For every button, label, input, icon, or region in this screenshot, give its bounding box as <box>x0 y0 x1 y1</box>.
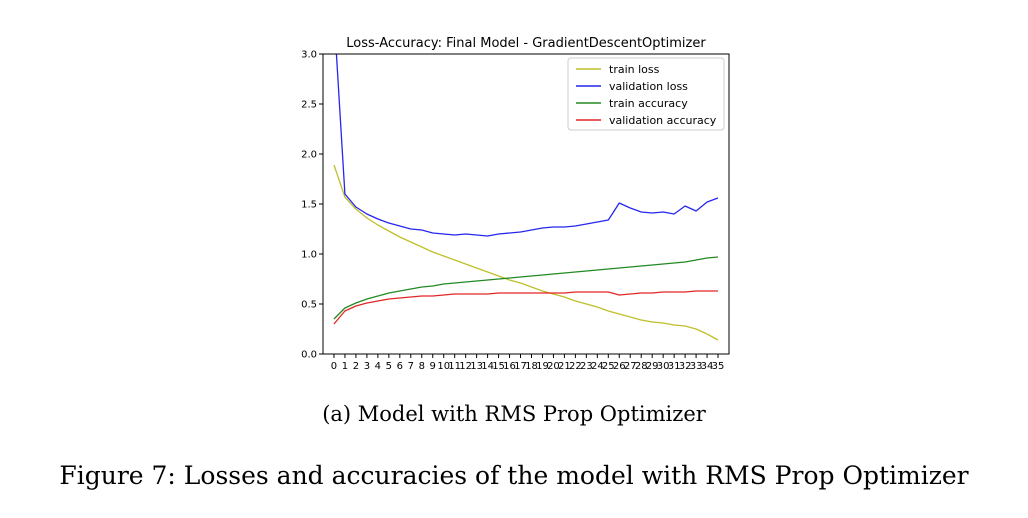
series-line-1 <box>335 54 719 237</box>
x-tick-label: 17 <box>514 361 527 372</box>
y-tick-label: 2.5 <box>301 100 317 111</box>
x-tick-label: 21 <box>558 361 571 372</box>
series-line-0 <box>333 164 719 341</box>
legend-label: validation loss <box>609 80 688 93</box>
x-tick-label: 24 <box>591 361 604 372</box>
plot-frame <box>322 53 730 355</box>
legend: train loss validation loss train accuracy v… <box>567 57 725 131</box>
x-tick-label: 29 <box>646 361 659 372</box>
x-tick-label: 33 <box>690 361 703 372</box>
y-tick-label: 2.0 <box>301 150 317 161</box>
x-tick-label: 26 <box>613 361 626 372</box>
x-tick-label: 32 <box>679 361 692 372</box>
x-tick-label: 18 <box>525 361 538 372</box>
x-tick-label: 0 <box>331 361 337 372</box>
x-tick-label: 5 <box>386 361 392 372</box>
series-line-2 <box>333 256 719 320</box>
x-tick-label: 7 <box>408 361 414 372</box>
y-tick-label: 3.0 <box>301 50 317 61</box>
x-tick-label: 11 <box>448 361 461 372</box>
x-tick-label: 28 <box>635 361 648 372</box>
x-tick-label: 19 <box>536 361 549 372</box>
legend-label: validation accuracy <box>609 114 717 127</box>
x-tick-label: 23 <box>580 361 593 372</box>
x-tick-label: 2 <box>353 361 359 372</box>
x-tick-label: 35 <box>712 361 725 372</box>
legend-label: train loss <box>609 63 660 76</box>
chart-svg: Loss-Accuracy: Final Model - GradientDes… <box>301 36 730 373</box>
x-tick-label: 31 <box>668 361 681 372</box>
x-tick-label: 34 <box>701 361 714 372</box>
x-tick-label: 27 <box>624 361 637 372</box>
y-tick-label: 1.5 <box>301 200 317 211</box>
x-tick-label: 10 <box>437 361 450 372</box>
x-tick-label: 22 <box>569 361 582 372</box>
chart-title: Loss-Accuracy: Final Model - GradientDes… <box>346 36 706 51</box>
x-tick-label: 15 <box>492 361 505 372</box>
x-tick-label: 3 <box>364 361 370 372</box>
x-tick-label: 1 <box>342 361 348 372</box>
series-line-3 <box>333 290 718 325</box>
x-tick-label: 30 <box>657 361 670 372</box>
x-tick-label: 20 <box>547 361 560 372</box>
y-tick-label: 1.0 <box>301 250 317 261</box>
loss-accuracy-chart: Loss-Accuracy: Final Model - GradientDes… <box>301 36 730 373</box>
legend-label: train accuracy <box>609 97 688 110</box>
legend-box <box>567 57 725 131</box>
subcaption: (a) Model with RMS Prop Optimizer <box>322 402 706 426</box>
x-tick-label: 16 <box>503 361 516 372</box>
y-tick-label: 0.0 <box>301 350 317 361</box>
x-tick-label: 25 <box>602 361 615 372</box>
x-tick-label: 13 <box>470 361 483 372</box>
x-tick-label: 6 <box>397 361 403 372</box>
series-lines <box>333 54 719 341</box>
x-tick-label: 9 <box>430 361 436 372</box>
x-tick-label: 8 <box>419 361 425 372</box>
x-tick-label: 12 <box>459 361 472 372</box>
x-tick-label: 14 <box>481 361 494 372</box>
axis-ticks: 0.00.51.01.52.02.53.00 1 2 3 4 5 6 7 8 9 101112131… <box>301 50 724 373</box>
y-tick-label: 0.5 <box>301 300 317 311</box>
x-tick-label: 4 <box>375 361 381 372</box>
figure-caption: Figure 7: Losses and accuracies of the m… <box>59 461 969 490</box>
